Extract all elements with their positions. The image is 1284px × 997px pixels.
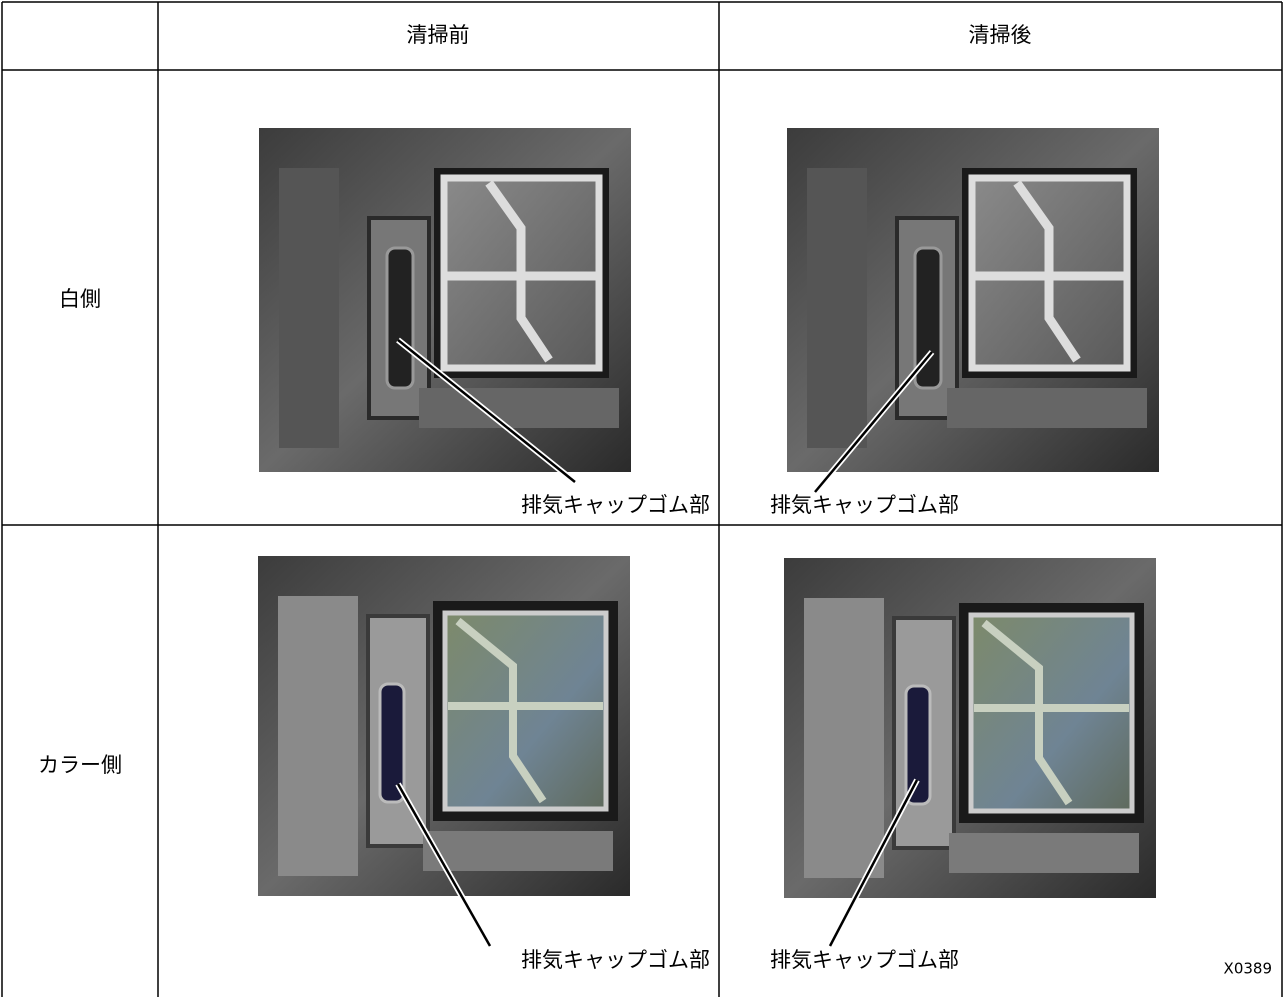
figure-code: X0389	[1224, 960, 1272, 978]
row-label: 白側	[59, 287, 101, 311]
callout-lines	[395, 337, 935, 948]
callout-label: 排気キャップゴム部	[770, 493, 959, 517]
photo-after	[784, 558, 1156, 898]
callout-label: 排気キャップゴム部	[770, 948, 959, 972]
column-header: 清掃後	[969, 23, 1032, 47]
photo-after	[787, 128, 1159, 472]
row-label: カラー側	[38, 753, 122, 777]
callout-label: 排気キャップゴム部	[521, 948, 710, 972]
column-header: 清掃前	[407, 23, 470, 47]
photo-before	[258, 556, 630, 896]
callout-label: 排気キャップゴム部	[521, 493, 710, 517]
photo-before	[259, 128, 631, 472]
